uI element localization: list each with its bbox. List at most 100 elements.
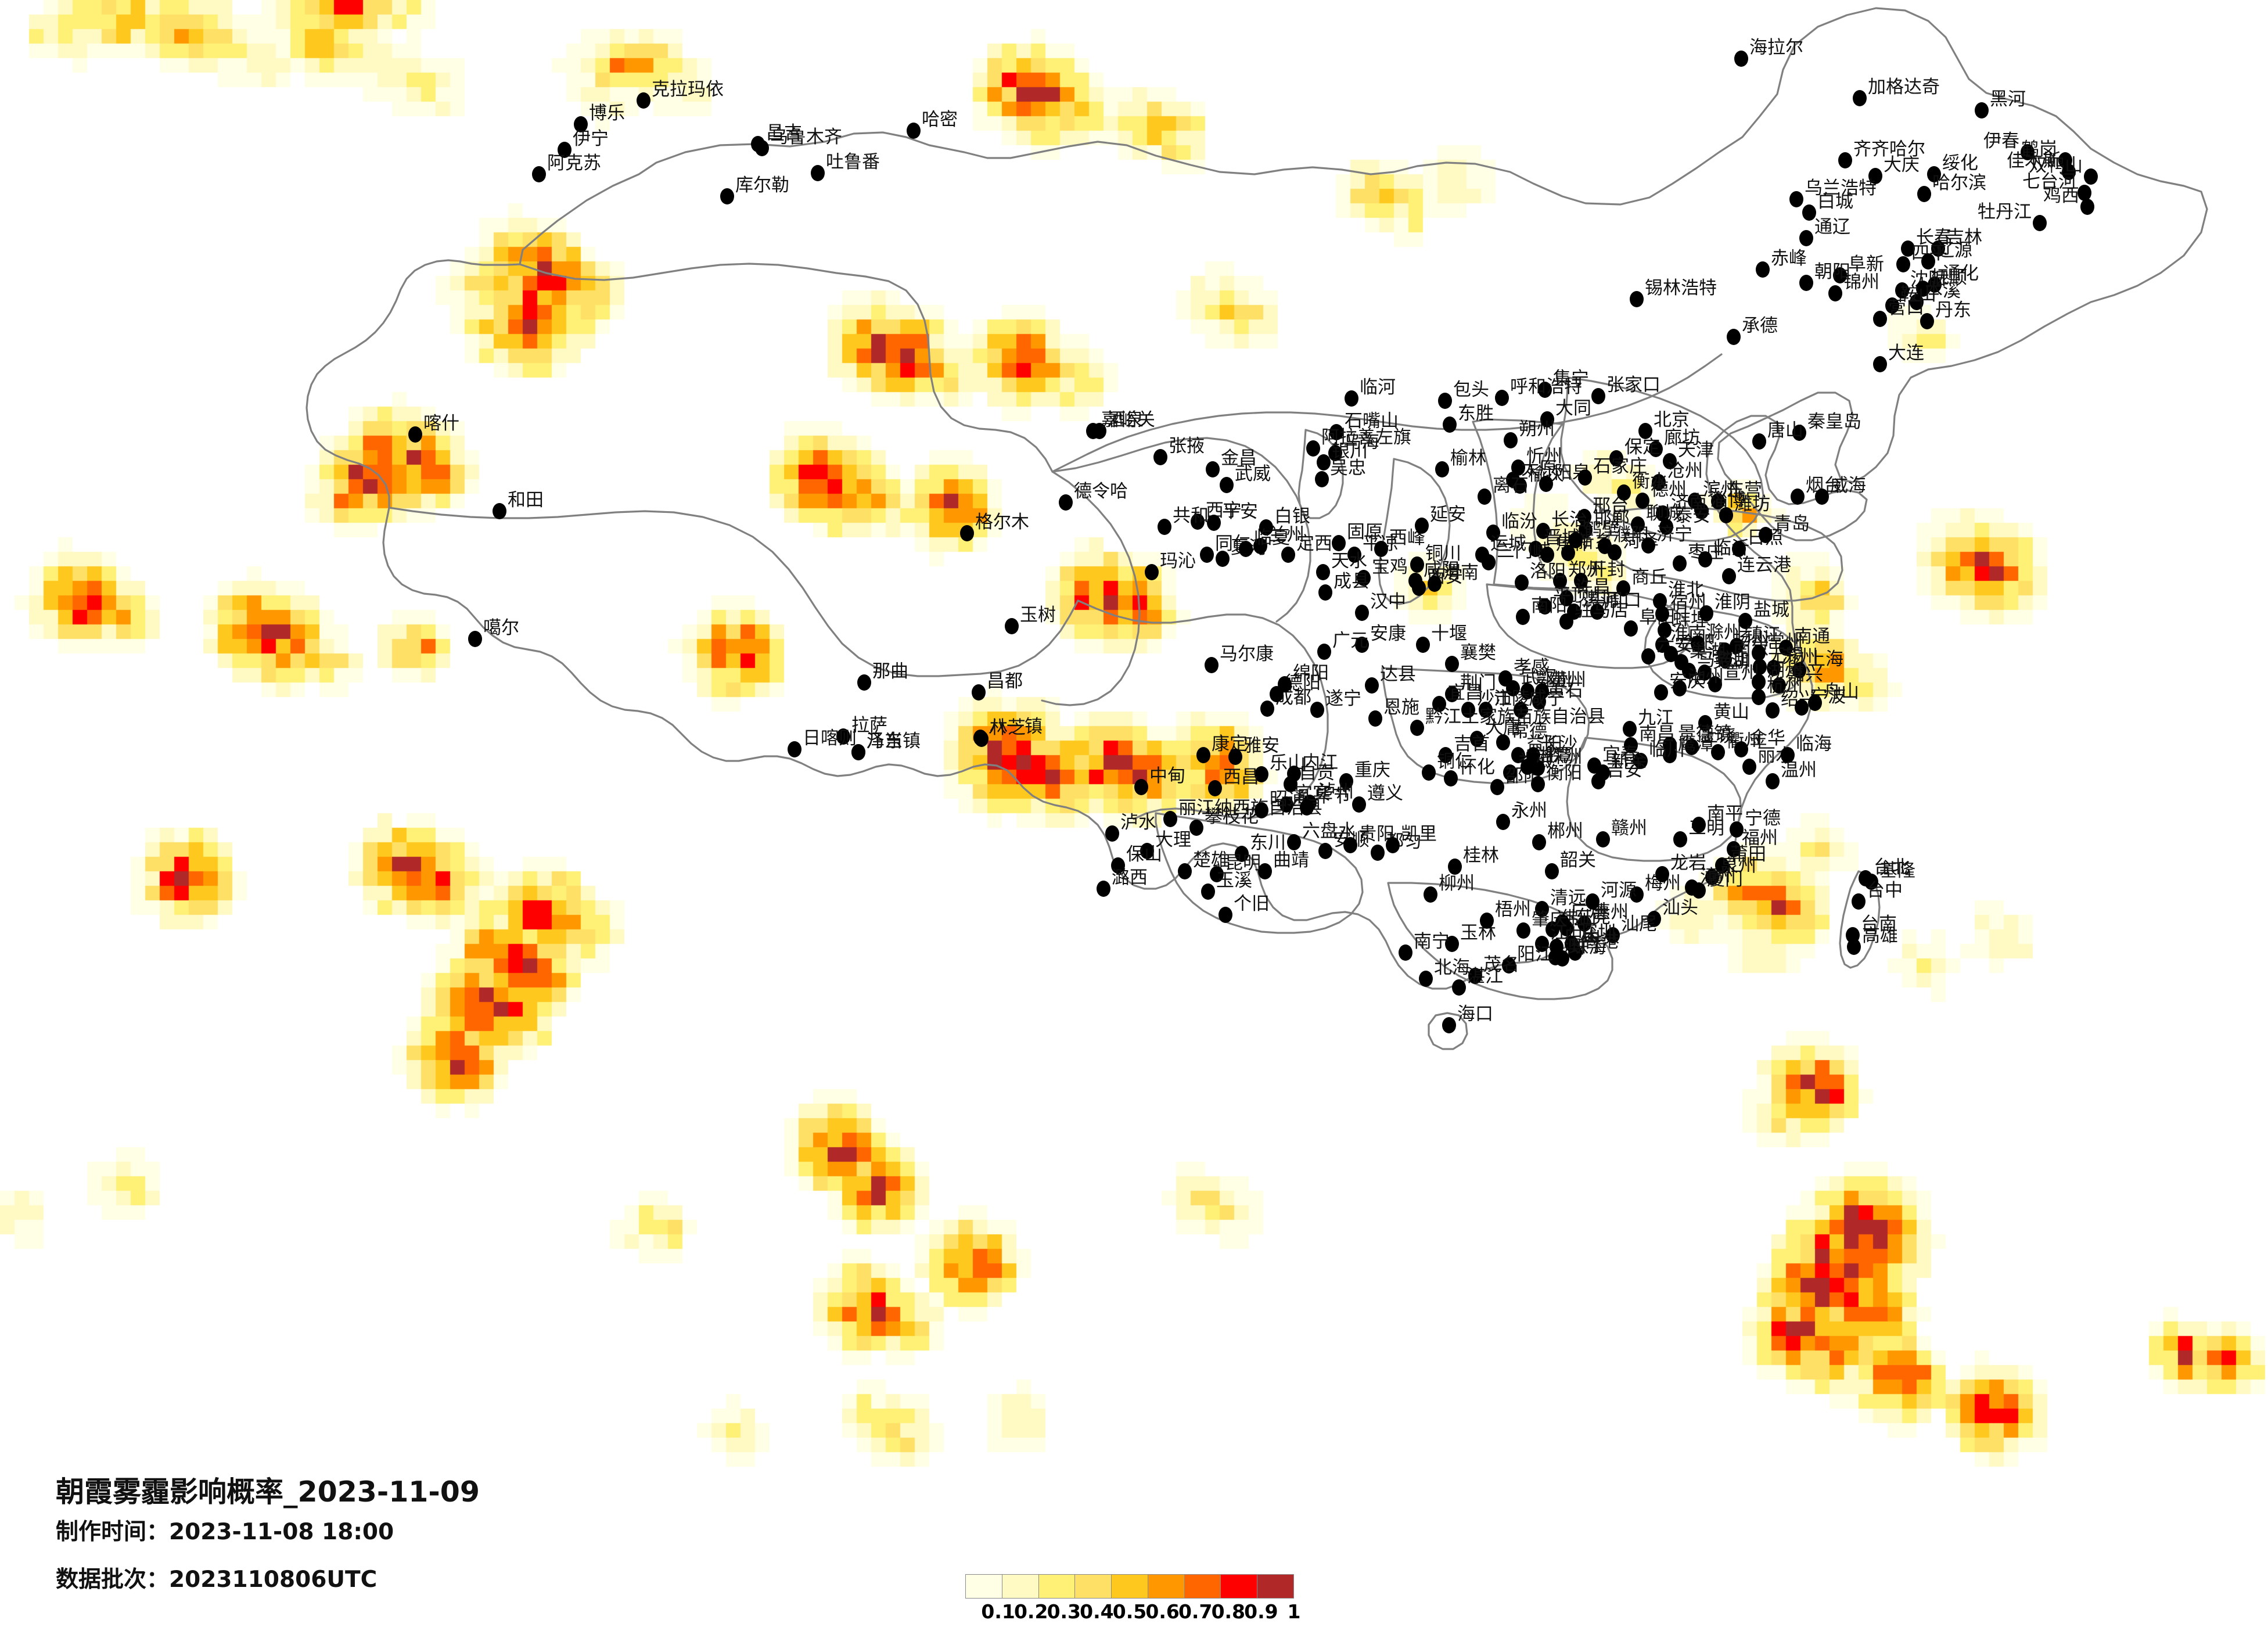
city-dot-icon xyxy=(1649,441,1663,457)
city-dot-icon xyxy=(1910,294,1924,310)
city-label: 林芝 xyxy=(990,717,1026,738)
city-dot-icon xyxy=(1086,423,1100,439)
city-dot-icon xyxy=(1548,949,1562,965)
colorbar-swatch-4 xyxy=(1075,1575,1112,1598)
city-dot-icon xyxy=(1479,702,1493,718)
city-label: 乌兰浩特 xyxy=(1805,178,1877,199)
city-dot-icon xyxy=(1200,547,1214,563)
city-label: 格尔木 xyxy=(975,512,1029,533)
city-label: 东莞 xyxy=(1575,907,1611,928)
city-dot-icon xyxy=(1355,605,1369,621)
city-dot-icon xyxy=(1191,513,1205,530)
city-dot-icon xyxy=(1445,686,1459,702)
city-label: 济宁 xyxy=(1656,524,1692,545)
city-label: 张家口 xyxy=(1606,375,1660,396)
city-label: 曲靖 xyxy=(1273,850,1309,871)
colorbar-swatch-1 xyxy=(966,1575,1002,1598)
city-label: 南平 xyxy=(1707,803,1743,824)
city-dot-icon xyxy=(1767,660,1781,676)
city-dot-icon xyxy=(532,166,546,182)
city-label: 秦皇岛 xyxy=(1807,411,1861,432)
city-dot-icon xyxy=(1374,541,1388,557)
city-label: 金昌 xyxy=(1221,448,1257,469)
city-dot-icon xyxy=(1759,527,1773,543)
city-label: 孝感 xyxy=(1514,657,1550,678)
city-label: 衡水 xyxy=(1632,471,1668,492)
city-label: 泸州 xyxy=(1318,781,1354,802)
colorbar-swatch-6 xyxy=(1148,1575,1185,1598)
city-label: 抚顺 xyxy=(1931,267,1967,288)
city-label: 天水 xyxy=(1331,551,1367,572)
city-label: 鹰潭 xyxy=(1678,734,1714,755)
city-label: 赣州 xyxy=(1611,818,1647,839)
city-dot-icon xyxy=(1539,476,1553,492)
city-dot-icon xyxy=(1399,944,1412,961)
city-dot-icon xyxy=(720,188,734,204)
city-label: 拉萨 xyxy=(851,715,887,736)
city-dot-icon xyxy=(1727,329,1741,345)
city-label: 杭州 xyxy=(1767,676,1803,696)
city-dot-icon xyxy=(1673,555,1687,572)
colorbar-swatch-7 xyxy=(1184,1575,1221,1598)
city-dot-icon xyxy=(1461,702,1475,718)
city-label: 定西 xyxy=(1296,533,1332,554)
province-border-jiangxi-fujian xyxy=(1566,737,1742,862)
city-dot-icon xyxy=(1105,825,1119,842)
city-label: 锦州 xyxy=(1843,272,1879,293)
city-label: 驻马店 xyxy=(1575,600,1629,621)
city-dot-icon xyxy=(1355,637,1369,653)
city-label: 成县 xyxy=(1334,571,1370,592)
city-label: 辽源 xyxy=(1936,240,1972,261)
city-label: 九江 xyxy=(1638,707,1674,728)
city-dot-icon xyxy=(1412,580,1426,596)
city-label: 汉中 xyxy=(1370,591,1406,612)
city-label: 银川 xyxy=(1332,441,1368,462)
city-dot-icon xyxy=(1734,741,1748,757)
city-dot-icon xyxy=(1513,477,1527,494)
city-dot-icon xyxy=(1329,424,1343,440)
city-dot-icon xyxy=(1682,663,1696,679)
city-dot-icon xyxy=(1658,622,1672,638)
city-dot-icon xyxy=(1538,382,1552,398)
city-label: 常德 xyxy=(1511,721,1547,742)
city-dot-icon xyxy=(1591,388,1605,404)
city-label: 康定 xyxy=(1212,734,1248,755)
city-dot-icon xyxy=(2077,185,2091,201)
city-dot-icon xyxy=(1496,814,1510,830)
city-dot-icon xyxy=(1920,313,1934,329)
city-dot-icon xyxy=(1673,831,1687,847)
city-label: 聊城 xyxy=(1646,503,1682,524)
city-label: 临海 xyxy=(1796,734,1832,755)
city-dot-icon xyxy=(1371,845,1385,861)
city-dot-icon xyxy=(1284,776,1297,792)
figure-title: 朝霞雾霾影响概率_2023-11-09 xyxy=(56,1475,480,1509)
city-label: 永州 xyxy=(1511,800,1547,821)
city-label: 江陵 xyxy=(1494,688,1530,709)
city-dot-icon xyxy=(1647,911,1661,927)
city-label: 朝阳 xyxy=(1814,261,1850,282)
city-label: 保定 xyxy=(1624,437,1660,458)
city-dot-icon xyxy=(1439,747,1453,763)
city-dot-icon xyxy=(751,136,765,152)
city-dot-icon xyxy=(468,631,482,647)
city-dot-icon xyxy=(1347,547,1361,563)
city-dot-icon xyxy=(1504,432,1518,448)
city-label: 和田 xyxy=(508,490,544,511)
city-label: 福州 xyxy=(1742,828,1778,849)
city-label: 佳木斯 xyxy=(2007,150,2061,171)
city-dot-icon xyxy=(1220,477,1234,493)
figure-caption-block: 朝霞雾霾影响概率_2023-11-09 制作时间：2023-11-08 18:0… xyxy=(56,1475,480,1595)
city-label: 遵义 xyxy=(1367,783,1403,804)
city-label: 固原 xyxy=(1347,522,1383,543)
city-dot-icon xyxy=(1343,837,1357,853)
city-label: 石嘴山 xyxy=(1345,411,1399,432)
city-dot-icon xyxy=(1732,541,1746,557)
city-dot-icon xyxy=(1772,677,1786,694)
city-dot-icon xyxy=(1691,635,1705,652)
city-dot-icon xyxy=(1443,416,1457,433)
city-dot-icon xyxy=(1235,846,1249,862)
city-dot-icon xyxy=(1722,568,1736,584)
province-border-gansu xyxy=(1051,437,1311,623)
city-dot-icon xyxy=(1357,570,1371,586)
